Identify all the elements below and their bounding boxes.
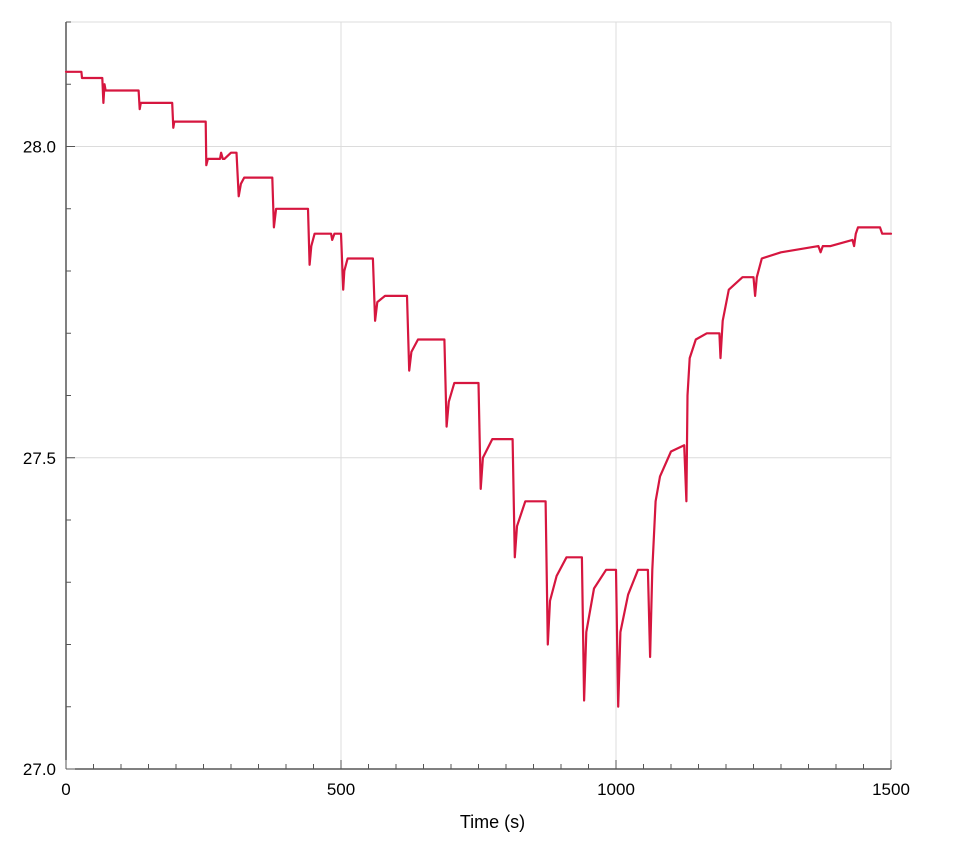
- tick-labels: 0 500 1000 1500 27.0 27.5 28.0: [23, 138, 910, 800]
- x-tick-label: 1000: [597, 780, 635, 799]
- x-tick-label: 0: [61, 780, 70, 799]
- tick-marks: [65, 21, 892, 770]
- y-tick-label: 27.0: [23, 760, 56, 779]
- x-tick-label: 1500: [872, 780, 910, 799]
- series-line: [64, 70, 893, 708]
- x-axis-title: Time (s): [460, 812, 525, 832]
- y-tick-label: 28.0: [23, 138, 56, 157]
- series-group: [64, 70, 893, 708]
- x-tick-label: 500: [327, 780, 355, 799]
- grid-lines: [66, 21, 892, 769]
- y-tick-label: 27.5: [23, 449, 56, 468]
